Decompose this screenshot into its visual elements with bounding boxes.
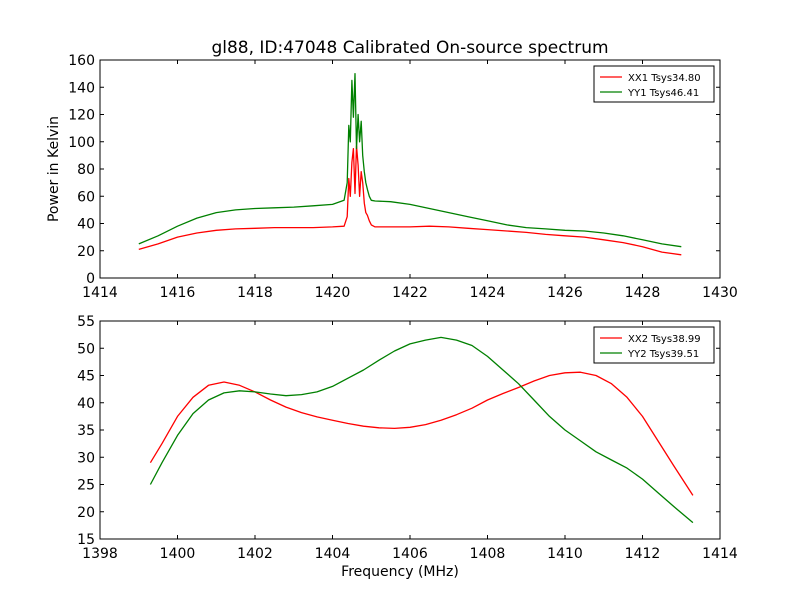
y-tick-label: 35 [77, 423, 95, 439]
x-tick-label: 1424 [470, 285, 506, 301]
x-tick-label: 1420 [315, 285, 351, 301]
x-tick-label: 1404 [315, 546, 351, 562]
x-tick-label: 1430 [702, 285, 738, 301]
y-tick-label: 25 [77, 478, 95, 494]
top-panel: 1414 1416 1418 1420 1422 1424 1426 1428 1430 0 20 4… [46, 53, 738, 301]
x-tick-label: 1422 [392, 285, 428, 301]
legend-label: XX1 Tsys34.80 [628, 73, 701, 84]
x-tick-label: 1428 [625, 285, 661, 301]
y-tick-label: 50 [77, 341, 95, 357]
x-tick-label: 1412 [625, 546, 661, 562]
series-line-2-2 [149, 336, 694, 524]
x-tick-label: 1406 [392, 546, 428, 562]
y-tick-label: 160 [68, 53, 95, 69]
legend-label: YY1 Tsys46.41 [627, 88, 699, 99]
y-tick-label: 60 [77, 189, 95, 205]
y-tick-label: 20 [77, 505, 95, 521]
x-tick-label: 1416 [160, 285, 196, 301]
x-tick-label: 1400 [160, 546, 196, 562]
legend-box [593, 326, 715, 364]
y-tick-label: 120 [68, 108, 95, 124]
y-axis-label: Power in Kelvin [46, 116, 62, 222]
x-tick-label: 1418 [237, 285, 273, 301]
y-tick-label: 40 [77, 396, 95, 412]
y-tick-label: 80 [77, 162, 95, 178]
x-tick-label: 1414 [702, 546, 738, 562]
series-line-1-1 [138, 145, 682, 256]
x-tick-label: 1408 [470, 546, 506, 562]
y-tick-label: 30 [77, 450, 95, 466]
x-tick-label: 1402 [237, 546, 273, 562]
y-tick-label: 140 [68, 80, 95, 96]
x-axis-label: Frequency (MHz) [341, 564, 459, 580]
y-tick-label: 45 [77, 369, 95, 385]
y-tick-label: 100 [68, 135, 95, 151]
bottom-panel: 1398 1400 1402 1404 1406 1408 1410 1412 1414 15 20… [77, 314, 738, 580]
series-line-1-2 [138, 72, 682, 248]
y-tick-label: 20 [77, 244, 95, 260]
legend-label: YY2 Tsys39.51 [627, 349, 699, 360]
y-tick-label: 55 [77, 314, 95, 330]
legend-box [593, 65, 715, 103]
x-tick-label: 1398 [82, 546, 118, 562]
x-tick-label: 1426 [547, 285, 583, 301]
x-tick-label: 1410 [547, 546, 583, 562]
y-tick-label: 15 [77, 532, 95, 548]
x-tick-label: 1414 [82, 285, 118, 301]
y-tick-label: 40 [77, 217, 95, 233]
legend-label: XX2 Tsys38.99 [628, 334, 701, 345]
figure-title: gl88, ID:47048 Calibrated On-source spec… [211, 38, 608, 58]
y-tick-label: 0 [86, 271, 95, 287]
series-line-2-1 [149, 371, 694, 496]
